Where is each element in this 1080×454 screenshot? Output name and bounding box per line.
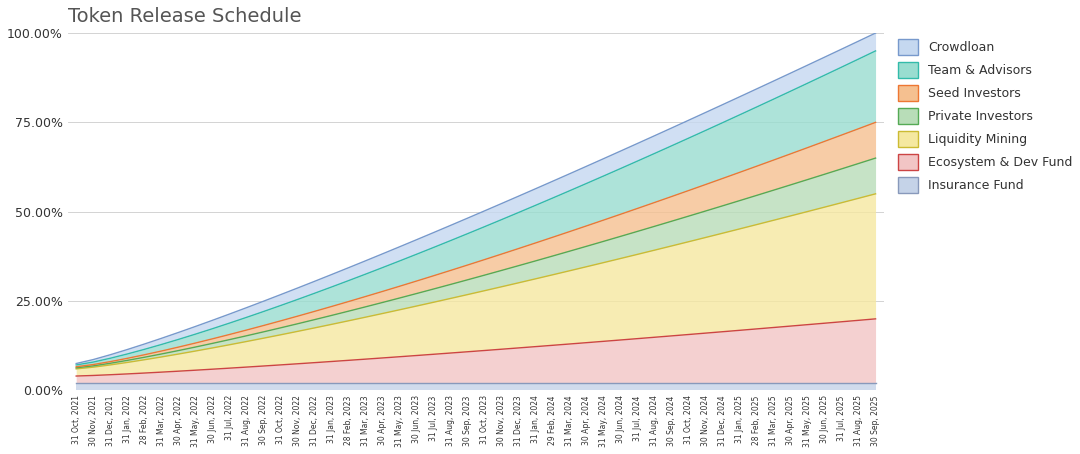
Text: Token Release Schedule: Token Release Schedule — [68, 7, 301, 26]
Legend: Crowdloan, Team & Advisors, Seed Investors, Private Investors, Liquidity Mining,: Crowdloan, Team & Advisors, Seed Investo… — [899, 39, 1072, 193]
